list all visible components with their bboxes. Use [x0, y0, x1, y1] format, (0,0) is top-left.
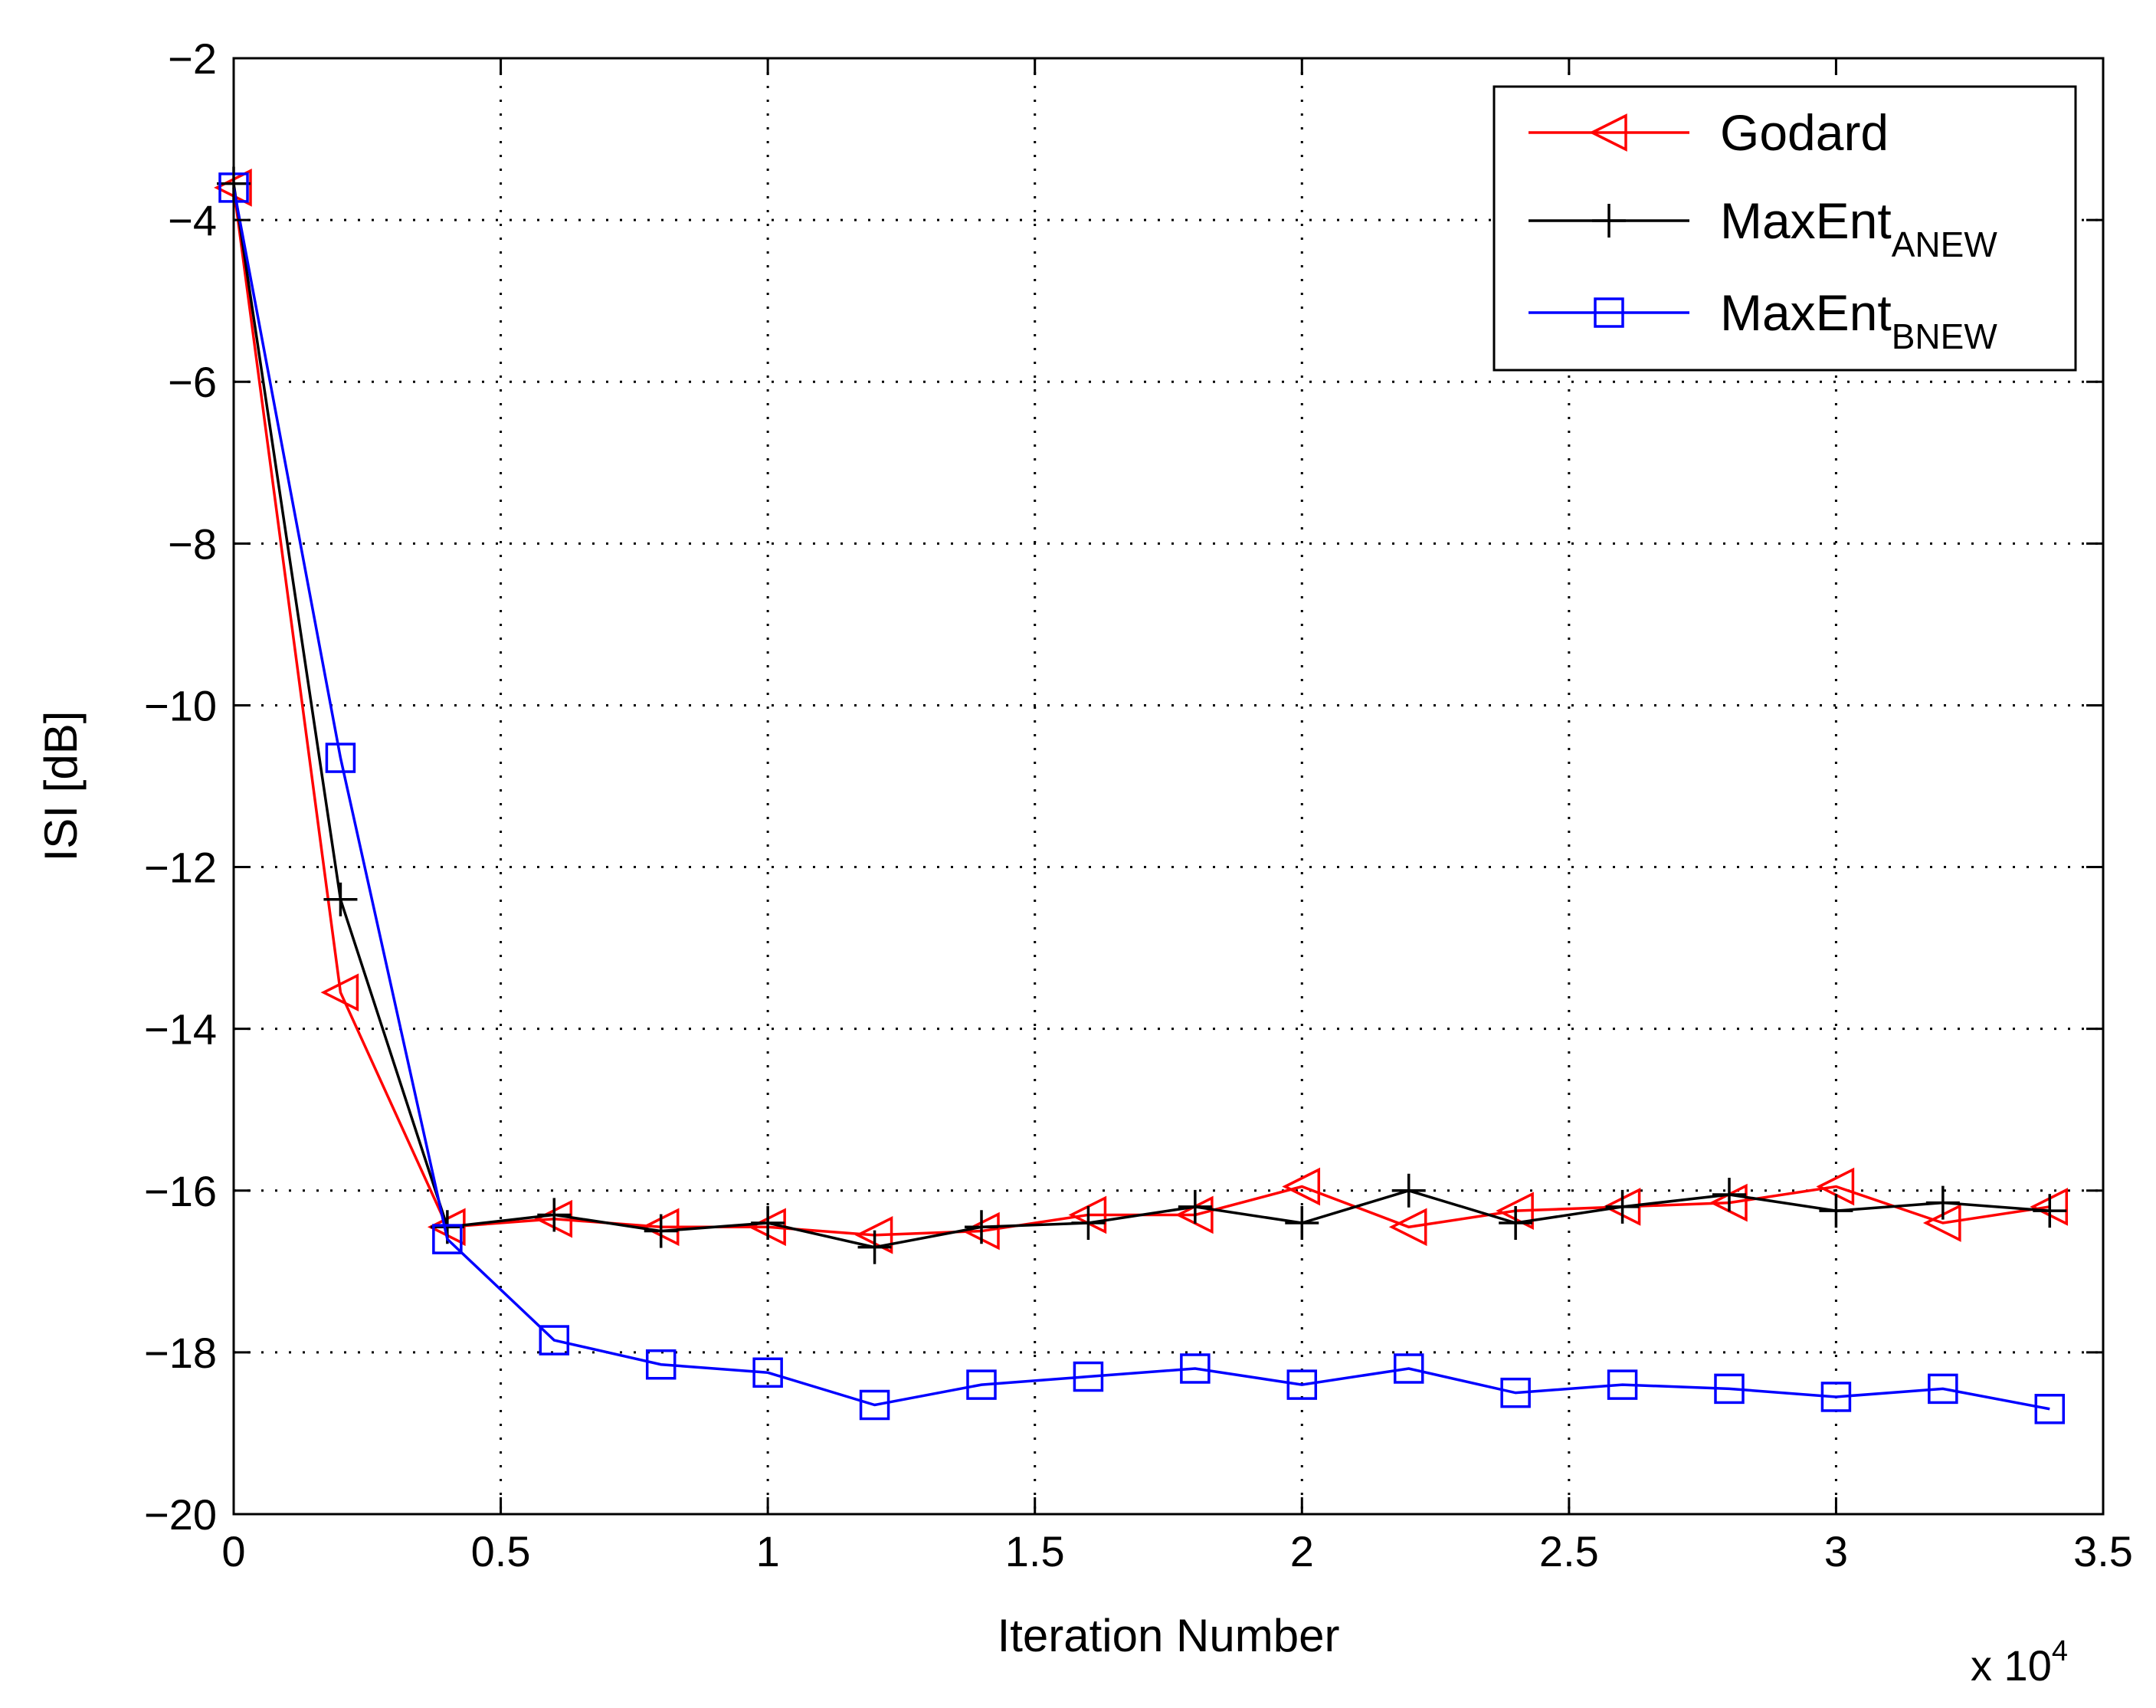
legend-item: MaxEntBNEW [1529, 284, 1997, 356]
x-axis-label: Iteration Number [998, 1610, 1340, 1661]
x-tick-label: 1.5 [1005, 1527, 1065, 1575]
data-point [323, 882, 358, 916]
legend-label: Godard [1720, 104, 1889, 161]
data-point [1712, 1178, 1746, 1212]
data-point [320, 973, 359, 1011]
data-point [1282, 1167, 1321, 1206]
data-point [1285, 1206, 1319, 1240]
series-line [232, 183, 2050, 1249]
series-maxent-bnew [218, 172, 2066, 1424]
data-point [2034, 1394, 2066, 1424]
y-tick-label: −16 [144, 1167, 217, 1215]
data-series [214, 166, 2069, 1424]
y-tick-label: −18 [144, 1329, 217, 1377]
legend-label-name: MaxEnt [1720, 284, 1892, 341]
data-point [539, 1325, 570, 1356]
x-tick-label: 2 [1290, 1527, 1314, 1575]
data-point [1714, 1373, 1745, 1405]
data-point [1499, 1206, 1533, 1240]
legend-label: MaxEntBNEW [1720, 284, 1997, 356]
y-tick-label: −20 [144, 1490, 217, 1539]
legend-item: Godard [1529, 104, 1889, 161]
y-tick-label: −2 [168, 34, 217, 83]
data-point [432, 1224, 463, 1254]
tick-labels: 0 0.5 1 1.5 2 2.5 3 3.5 −20 −18 −16 −14 −12 −10 −8 −6 −4… [144, 34, 2133, 1575]
data-point [1819, 1194, 1853, 1228]
y-tick-label: −4 [168, 196, 217, 244]
x-tick-label: 3 [1824, 1527, 1848, 1575]
data-point [1393, 1353, 1424, 1384]
x-axis-exponent-power: 4 [2052, 1635, 2068, 1667]
data-point [1286, 1369, 1318, 1400]
x-axis-exponent-base: x 10 [1971, 1641, 2052, 1690]
data-point [1928, 1373, 1958, 1405]
data-point [645, 1349, 677, 1380]
y-tick-label: −6 [168, 358, 217, 406]
data-point [537, 1198, 572, 1232]
data-point [1605, 1189, 1640, 1224]
data-point [325, 743, 356, 773]
x-tick-label: 3.5 [2073, 1527, 2133, 1575]
data-point [1388, 1208, 1427, 1247]
data-point [857, 1230, 892, 1264]
legend-swatch-marker [1592, 204, 1626, 238]
y-axis-label: ISI [dB] [35, 711, 87, 862]
data-point [859, 1389, 890, 1421]
x-axis-exponent: x 104 [1971, 1635, 2068, 1690]
axis-ticks [232, 57, 2105, 1516]
y-tick-label: −14 [144, 1005, 217, 1054]
data-point [1180, 1353, 1211, 1384]
legend-item: MaxEntANEW [1529, 192, 1997, 264]
y-tick-label: −8 [168, 520, 217, 568]
data-point [1607, 1369, 1638, 1400]
data-point [1925, 1185, 1960, 1220]
data-point [644, 1214, 678, 1248]
data-point [1391, 1173, 1426, 1208]
legend-label-sub: ANEW [1892, 225, 1998, 264]
legend-label-name: Godard [1720, 104, 1889, 161]
data-point [1178, 1189, 1212, 1224]
plot-frame [232, 57, 2105, 1516]
legend-swatch-marker [1594, 297, 1624, 328]
data-point [1073, 1361, 1104, 1392]
data-point [1820, 1382, 1852, 1412]
legend-label-sub: BNEW [1892, 316, 1998, 356]
legend-label: MaxEntANEW [1720, 192, 1997, 264]
x-tick-label: 2.5 [1539, 1527, 1599, 1575]
data-point [751, 1206, 785, 1240]
x-tick-label: 0.5 [471, 1527, 531, 1575]
x-tick-label: 0 [221, 1527, 245, 1575]
legend-swatch-marker [1589, 113, 1627, 152]
data-point [752, 1357, 783, 1388]
series-line [232, 187, 2050, 1411]
x-tick-label: 1 [756, 1527, 780, 1575]
data-point [2033, 1194, 2067, 1228]
y-tick-label: −10 [144, 681, 217, 729]
y-tick-label: −12 [144, 844, 217, 892]
data-point [1500, 1377, 1531, 1408]
data-point [1071, 1206, 1106, 1240]
legend-label-name: MaxEnt [1720, 192, 1892, 249]
data-point [966, 1369, 997, 1400]
data-point [965, 1210, 998, 1244]
